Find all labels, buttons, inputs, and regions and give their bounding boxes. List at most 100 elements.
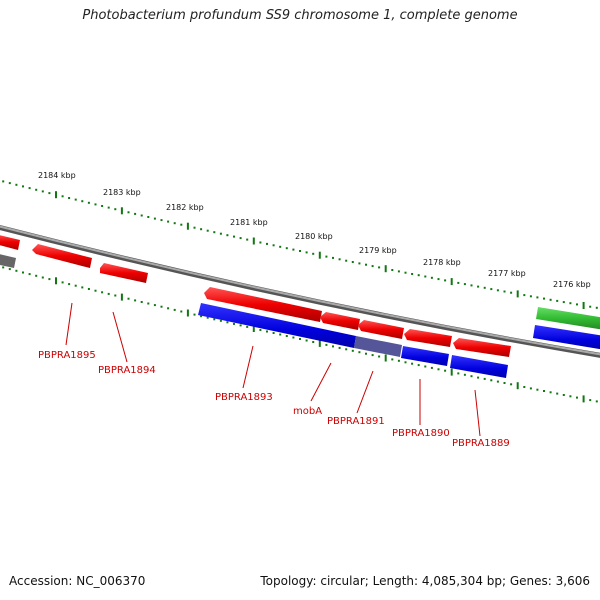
scale-label-2184: 2184 kbp xyxy=(38,171,76,180)
scale-minor-tick xyxy=(444,369,447,372)
scale-minor-tick xyxy=(167,220,170,223)
scale-minor-tick xyxy=(490,288,493,291)
scale-label-2183: 2183 kbp xyxy=(103,188,141,197)
gene-labels: PBPRA1895 PBPRA1894 PBPRA1893 mobA PBPRA… xyxy=(38,350,510,449)
scale-minor-tick xyxy=(279,245,282,248)
scale-minor-tick xyxy=(523,386,526,388)
scale-minor-tick xyxy=(305,251,308,254)
gene-PBPRA1891[interactable] xyxy=(358,320,404,339)
scale-minor-tick xyxy=(589,305,592,308)
scale-minor-tick xyxy=(259,241,262,244)
scale-minor-tick xyxy=(496,380,499,383)
scale-minor-tick xyxy=(219,319,222,322)
label-PBPRA1894: PBPRA1894 xyxy=(98,365,156,376)
scale-minor-tick xyxy=(193,226,196,229)
scale-minor-tick xyxy=(107,206,110,209)
scale-minor-tick xyxy=(61,195,64,198)
scale-minor-tick xyxy=(543,390,545,392)
scale-minor-tick xyxy=(87,201,90,204)
scale-minor-tick xyxy=(371,265,374,268)
scale-minor-tick xyxy=(483,286,486,289)
scale-minor-tick xyxy=(233,235,235,238)
scale-minor-tick xyxy=(556,392,559,395)
scale-minor-tick xyxy=(424,275,427,278)
scale-minor-tick xyxy=(463,373,466,376)
reverse-strand-genes xyxy=(0,253,600,378)
gene-blue-PBPRA1893[interactable] xyxy=(198,303,356,348)
scale-minor-tick xyxy=(470,284,473,287)
gene-PBPRA1894[interactable] xyxy=(100,263,148,283)
scale-minor-tick xyxy=(2,180,5,183)
scale-minor-tick xyxy=(239,324,242,327)
gene-green-right[interactable] xyxy=(536,307,600,330)
scale-minor-tick xyxy=(200,315,203,318)
scale-minor-tick xyxy=(292,336,295,339)
label-leader-lines xyxy=(65,302,481,437)
scale-minor-tick xyxy=(483,377,486,380)
scale-major-tick xyxy=(318,339,321,347)
gene-blue-PBPRA1890[interactable] xyxy=(401,346,449,366)
gene-PBPRA1895[interactable] xyxy=(32,244,92,268)
scale-minor-tick xyxy=(48,192,51,195)
scale-major-tick xyxy=(582,302,585,309)
scale-minor-tick xyxy=(397,270,400,273)
label-mobA: mobA xyxy=(293,406,322,417)
scale-minor-tick xyxy=(391,269,394,271)
forward-strand-genes xyxy=(0,234,511,357)
scale-minor-tick xyxy=(536,388,539,391)
scale-minor-tick xyxy=(299,338,301,340)
scale-minor-tick xyxy=(430,366,433,369)
scale-minor-tick xyxy=(503,290,506,293)
scale-label-2178: 2178 kbp xyxy=(423,258,461,267)
scale-minor-tick xyxy=(358,351,361,354)
scale-minor-tick xyxy=(457,281,460,284)
scale-minor-tick xyxy=(556,299,559,302)
scale-minor-tick xyxy=(358,262,361,265)
scale-minor-tick xyxy=(285,247,288,250)
gene-PBPRA1893[interactable] xyxy=(204,287,322,322)
scale-minor-tick xyxy=(595,400,598,403)
scale-minor-tick xyxy=(127,297,130,300)
scale-minor-tick xyxy=(332,345,334,348)
scale-minor-tick xyxy=(351,261,354,263)
scale-minor-tick xyxy=(134,299,137,302)
gene-left-edge-forward[interactable] xyxy=(0,234,20,250)
scale-minor-tick xyxy=(94,289,97,292)
scale-minor-tick xyxy=(259,329,262,331)
gene-PBPRA1889[interactable] xyxy=(453,338,511,357)
scale-minor-tick xyxy=(213,231,216,234)
scale-minor-tick xyxy=(246,238,249,241)
scale-minor-tick xyxy=(35,188,38,191)
scale-minor-tick xyxy=(549,298,552,301)
scale-major-tick xyxy=(55,191,57,199)
scale-minor-tick xyxy=(107,292,110,295)
gene-overlap-mobA[interactable] xyxy=(354,336,402,357)
gene-PBPRA1890[interactable] xyxy=(404,329,452,347)
scale-major-tick xyxy=(450,368,453,376)
scale-minor-tick xyxy=(22,271,24,274)
gene-left-edge-reverse[interactable] xyxy=(0,253,16,268)
scale-minor-tick xyxy=(510,383,513,386)
scale-minor-tick xyxy=(463,283,466,286)
scale-minor-tick xyxy=(305,339,308,342)
scale-minor-tick xyxy=(180,310,183,313)
gene-blue-PBPRA1889[interactable] xyxy=(450,355,508,378)
gene-blue-right[interactable] xyxy=(533,325,600,350)
scale-minor-tick xyxy=(325,255,328,258)
scale-minor-tick xyxy=(8,182,11,185)
scale-minor-tick xyxy=(35,274,38,277)
scale-minor-tick xyxy=(239,237,242,240)
scale-minor-tick xyxy=(272,244,275,247)
scale-minor-tick xyxy=(81,200,84,203)
scale-minor-tick xyxy=(404,361,407,364)
scale-label-2177: 2177 kbp xyxy=(488,269,526,278)
gene-mobA[interactable] xyxy=(320,312,360,330)
scale-minor-tick xyxy=(15,269,18,272)
scale-minor-tick xyxy=(523,294,526,297)
scale-minor-tick xyxy=(549,391,552,394)
scale-minor-tick xyxy=(140,214,143,217)
scale-minor-tick xyxy=(101,291,104,294)
scale-minor-tick xyxy=(351,349,354,352)
scale-minor-tick xyxy=(562,301,565,304)
scale-minor-tick xyxy=(312,252,315,255)
